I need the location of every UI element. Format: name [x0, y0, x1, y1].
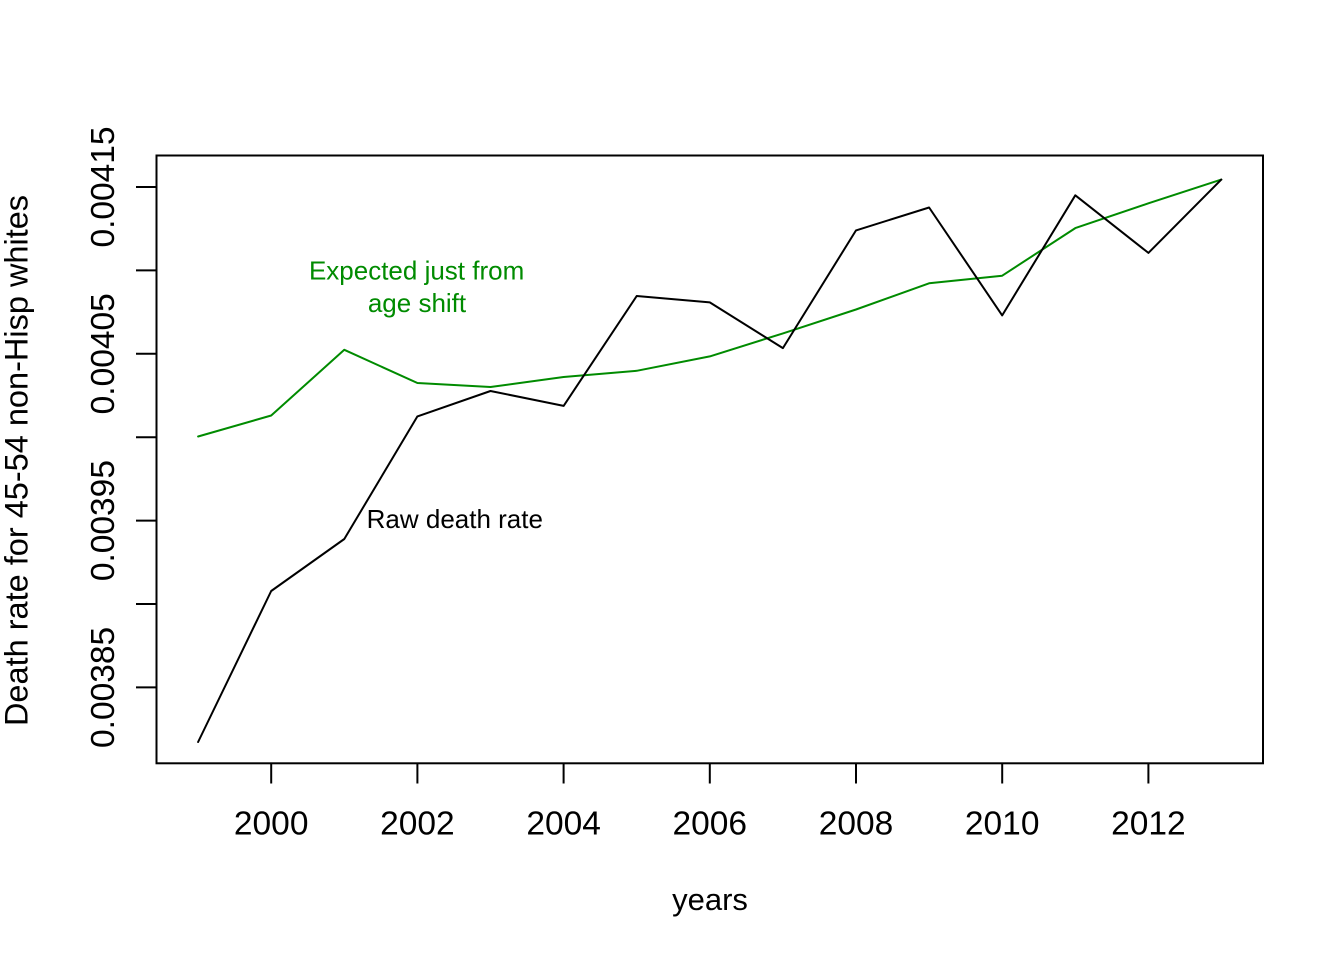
svg-text:0.00395: 0.00395 — [85, 460, 122, 581]
svg-text:Raw death rate: Raw death rate — [367, 504, 543, 534]
svg-text:0.00415: 0.00415 — [85, 126, 122, 247]
svg-text:0.00405: 0.00405 — [85, 293, 122, 414]
svg-text:Expected just from: Expected just from — [309, 256, 524, 286]
svg-text:0.00385: 0.00385 — [85, 627, 122, 748]
svg-text:2004: 2004 — [526, 806, 601, 843]
svg-text:2008: 2008 — [819, 806, 894, 843]
svg-text:age shift: age shift — [368, 288, 467, 318]
svg-text:2006: 2006 — [673, 806, 748, 843]
svg-text:2002: 2002 — [380, 806, 455, 843]
svg-text:2000: 2000 — [234, 806, 309, 843]
svg-text:years: years — [672, 882, 748, 917]
svg-text:2010: 2010 — [965, 806, 1040, 843]
svg-text:Death rate for 45-54 non-Hisp: Death rate for 45-54 non-Hisp whites — [0, 195, 35, 726]
svg-text:2012: 2012 — [1111, 806, 1186, 843]
